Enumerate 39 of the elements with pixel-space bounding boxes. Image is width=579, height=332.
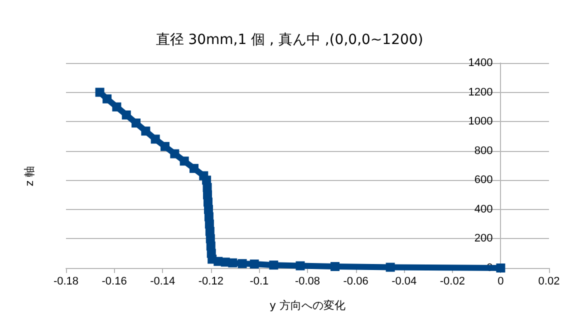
point bbox=[150, 134, 160, 144]
x-tick-label: -0.14 bbox=[150, 276, 176, 288]
y-tick-label: 400 bbox=[474, 203, 493, 216]
point bbox=[112, 102, 122, 112]
point bbox=[386, 262, 395, 272]
x-tick-label: 0.02 bbox=[538, 276, 560, 288]
point bbox=[296, 261, 305, 270]
y-tick-label: 600 bbox=[474, 174, 493, 186]
chart-title: 直径 30mm,1 個 , 真ん中 ,(0,0,0~1200) bbox=[156, 32, 424, 48]
y-tick-label: 1200 bbox=[468, 86, 493, 98]
x-tick-label: -0.02 bbox=[440, 276, 465, 288]
x-tick-label: -0.08 bbox=[294, 276, 320, 288]
x-tick-label: -0.06 bbox=[343, 276, 368, 288]
x-tick-label: -0.12 bbox=[198, 276, 224, 288]
point bbox=[250, 260, 259, 269]
x-tick-label: -0.04 bbox=[392, 276, 417, 288]
point bbox=[189, 164, 198, 173]
y-axis-title: z 軸 bbox=[23, 166, 36, 186]
y-tick-label: 1400 bbox=[468, 57, 493, 69]
x-tick-label: -0.18 bbox=[53, 276, 79, 288]
x-tick-label: -0.16 bbox=[102, 276, 127, 288]
y-tick-label: 1000 bbox=[468, 116, 493, 128]
y-tick-label: 800 bbox=[474, 144, 493, 157]
x-tick-label: 0 bbox=[498, 276, 504, 288]
point bbox=[95, 88, 104, 97]
point bbox=[132, 118, 141, 128]
point bbox=[199, 171, 208, 180]
point bbox=[160, 142, 170, 151]
x-tick-label: -0.1 bbox=[250, 276, 269, 288]
point bbox=[238, 259, 247, 268]
point bbox=[180, 156, 189, 166]
y-tick-label: 200 bbox=[474, 232, 493, 245]
point bbox=[170, 149, 180, 158]
point bbox=[269, 260, 278, 270]
point bbox=[330, 262, 340, 272]
point bbox=[102, 94, 112, 104]
point bbox=[122, 110, 131, 120]
x-axis-title: y 方向への変化 bbox=[269, 299, 346, 312]
point bbox=[141, 126, 150, 136]
